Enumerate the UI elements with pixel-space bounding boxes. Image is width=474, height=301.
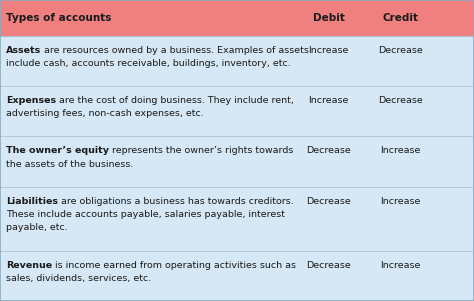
Text: The owner’s equity: The owner’s equity bbox=[6, 146, 109, 155]
Text: Decrease: Decrease bbox=[306, 261, 351, 270]
Text: Revenue: Revenue bbox=[6, 261, 52, 270]
Text: payable, etc.: payable, etc. bbox=[6, 223, 67, 232]
Text: Increase: Increase bbox=[308, 45, 349, 54]
Bar bbox=[0, 0, 474, 36]
Text: represents the owner’s rights towards: represents the owner’s rights towards bbox=[109, 146, 293, 155]
Text: are resources owned by a business. Examples of assets: are resources owned by a business. Examp… bbox=[41, 45, 309, 54]
Text: Decrease: Decrease bbox=[378, 45, 423, 54]
Text: are obligations a business has towards creditors.: are obligations a business has towards c… bbox=[58, 197, 293, 206]
Text: Assets: Assets bbox=[6, 45, 41, 54]
Text: Types of accounts: Types of accounts bbox=[6, 13, 111, 23]
Text: Increase: Increase bbox=[380, 146, 421, 155]
Text: Credit: Credit bbox=[383, 13, 419, 23]
Text: Increase: Increase bbox=[380, 197, 421, 206]
Text: Expenses: Expenses bbox=[6, 96, 56, 105]
Text: sales, dividends, services, etc.: sales, dividends, services, etc. bbox=[6, 274, 151, 283]
Text: Increase: Increase bbox=[380, 261, 421, 270]
Text: advertising fees, non-cash expenses, etc.: advertising fees, non-cash expenses, etc… bbox=[6, 109, 203, 118]
Text: These include accounts payable, salaries payable, interest: These include accounts payable, salaries… bbox=[6, 210, 285, 219]
Text: is income earned from operating activities such as: is income earned from operating activiti… bbox=[52, 261, 296, 270]
Text: Debit: Debit bbox=[312, 13, 345, 23]
Text: Liabilities: Liabilities bbox=[6, 197, 58, 206]
Text: Decrease: Decrease bbox=[378, 96, 423, 105]
Text: the assets of the business.: the assets of the business. bbox=[6, 160, 133, 169]
Text: Decrease: Decrease bbox=[306, 146, 351, 155]
Text: Decrease: Decrease bbox=[306, 197, 351, 206]
Text: are the cost of doing business. They include rent,: are the cost of doing business. They inc… bbox=[56, 96, 294, 105]
Text: include cash, accounts receivable, buildings, inventory, etc.: include cash, accounts receivable, build… bbox=[6, 59, 291, 68]
Text: Increase: Increase bbox=[308, 96, 349, 105]
